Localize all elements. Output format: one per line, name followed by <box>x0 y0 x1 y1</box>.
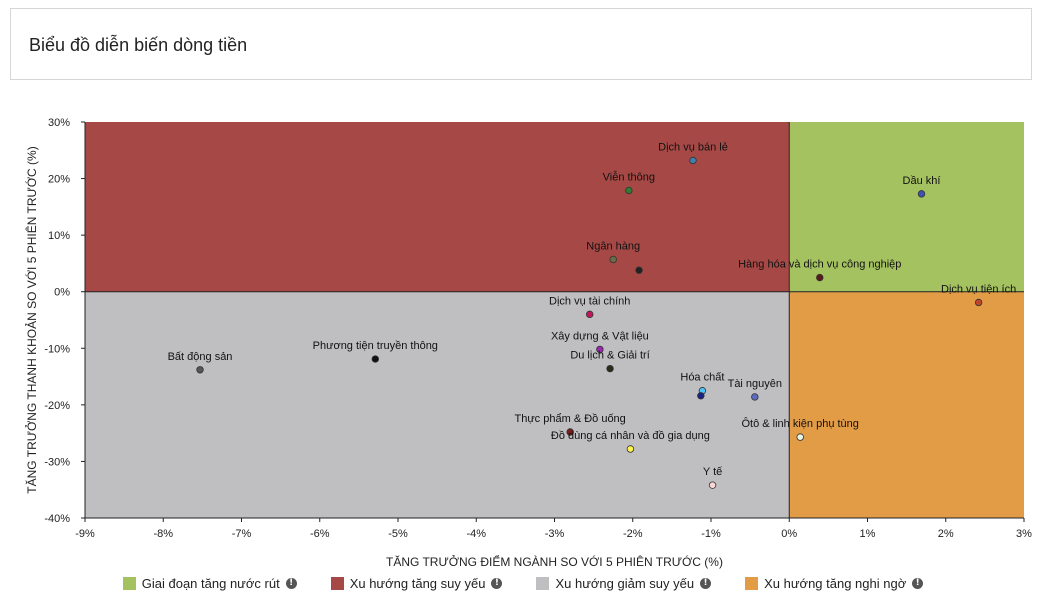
x-tick-label: 2% <box>938 528 954 540</box>
quadrant-bottom-left <box>85 291 790 518</box>
point-label: Ngân hàng <box>586 240 640 252</box>
legend-item-green[interactable]: Giai đoạn tăng nước rút ! <box>122 576 297 591</box>
x-tick-label: -6% <box>310 528 330 540</box>
data-point <box>566 428 574 436</box>
point-label: Dịch vụ bán lẻ <box>658 141 728 153</box>
data-point <box>596 345 604 354</box>
point-label: Ôtô & linh kiện phụ tùng <box>741 417 858 430</box>
x-tick-label: -4% <box>466 528 486 540</box>
point-label: Thực phẩm & Đồ uống <box>514 413 625 425</box>
data-point <box>974 298 983 307</box>
legend-item-gray[interactable]: Xu hướng giảm suy yếu ! <box>536 576 712 591</box>
y-tick-label: 0% <box>54 287 70 299</box>
data-point <box>816 273 824 282</box>
y-tick-label: -20% <box>44 400 70 412</box>
point-label: Hóa chất <box>680 372 724 384</box>
legend-item-red[interactable]: Xu hướng tăng suy yếu ! <box>330 576 503 591</box>
info-icon[interactable]: ! <box>285 578 297 589</box>
quadrant-top-right <box>789 122 1024 292</box>
chart-title: Biểu đồ diễn biến dòng tiền <box>29 35 248 55</box>
legend-swatch <box>122 577 136 590</box>
legend-swatch <box>330 577 344 590</box>
point-label: Bất động sản <box>168 351 233 363</box>
legend-label: Giai đoạn tăng nước rút <box>141 576 280 591</box>
info-icon[interactable]: ! <box>700 578 712 589</box>
data-point <box>635 266 643 274</box>
point-label: Phương tiện truyền thông <box>313 340 438 352</box>
legend-label: Xu hướng giảm suy yếu <box>555 576 695 591</box>
y-tick-label: 10% <box>48 230 70 242</box>
x-tick-label: -5% <box>388 528 408 540</box>
point-label: Dịch vụ tài chính <box>549 295 630 307</box>
data-point <box>625 186 633 195</box>
x-tick-label: -1% <box>701 528 721 540</box>
y-tick-label: -40% <box>44 513 70 525</box>
x-tick-label: 0% <box>781 528 797 540</box>
quadrant-bottom-right <box>789 291 1024 518</box>
data-point <box>626 445 635 453</box>
point-label: Hàng hóa và dịch vụ công nghiệp <box>738 259 901 271</box>
x-tick-label: -8% <box>153 528 173 540</box>
x-axis-label: TĂNG TRƯỞNG ĐIỂM NGÀNH SO VỚI 5 PHIÊN TR… <box>386 554 723 569</box>
legend: Giai đoạn tăng nước rút ! Xu hướng tăng … <box>0 576 1046 591</box>
y-tick-label: -10% <box>44 343 70 355</box>
x-tick-label: -9% <box>75 528 95 540</box>
info-icon[interactable]: ! <box>912 578 924 589</box>
y-tick-label: 20% <box>48 174 70 186</box>
point-label: Xây dựng & Vật liệu <box>551 330 649 342</box>
x-tick-label: -2% <box>623 528 643 540</box>
data-point <box>708 481 717 489</box>
data-point <box>606 364 614 373</box>
legend-item-orange[interactable]: Xu hướng tăng nghi ngờ ! <box>745 576 924 591</box>
legend-swatch <box>536 577 550 590</box>
data-point <box>586 310 594 319</box>
data-point <box>371 355 380 363</box>
legend-label: Xu hướng tăng nghi ngờ <box>764 576 907 591</box>
point-label: Y tế <box>703 466 722 478</box>
data-point <box>697 392 705 400</box>
point-label: Đồ dùng cá nhân và đồ gia dụng <box>551 430 710 442</box>
x-tick-label: -3% <box>545 528 565 540</box>
x-tick-label: 3% <box>1016 528 1032 540</box>
point-label: Du lịch & Giải trí <box>570 350 649 362</box>
legend-label: Xu hướng tăng suy yếu <box>349 576 486 591</box>
quadrant-top-left <box>85 122 790 292</box>
y-tick-label: 30% <box>48 117 70 129</box>
point-label: Dầu khí <box>903 175 941 187</box>
data-point <box>609 255 617 264</box>
info-icon[interactable]: ! <box>491 578 503 589</box>
data-point <box>196 366 204 374</box>
data-point <box>689 156 697 165</box>
x-tick-label: 1% <box>860 528 876 540</box>
data-point <box>751 393 759 401</box>
point-label: Dịch vụ tiện ích <box>941 283 1016 295</box>
data-point <box>917 190 926 198</box>
point-label: Viễn thông <box>603 170 655 183</box>
x-tick-label: -7% <box>232 528 252 540</box>
point-label: Tài nguyên <box>728 378 782 390</box>
y-axis-label: TĂNG TRƯỞNG THANH KHOẢN SO VỚI 5 PHIÊN T… <box>24 146 39 493</box>
data-point <box>796 433 804 441</box>
title-card: Biểu đồ diễn biến dòng tiền <box>10 8 1032 80</box>
legend-swatch <box>745 577 759 590</box>
y-tick-label: -30% <box>44 456 70 468</box>
